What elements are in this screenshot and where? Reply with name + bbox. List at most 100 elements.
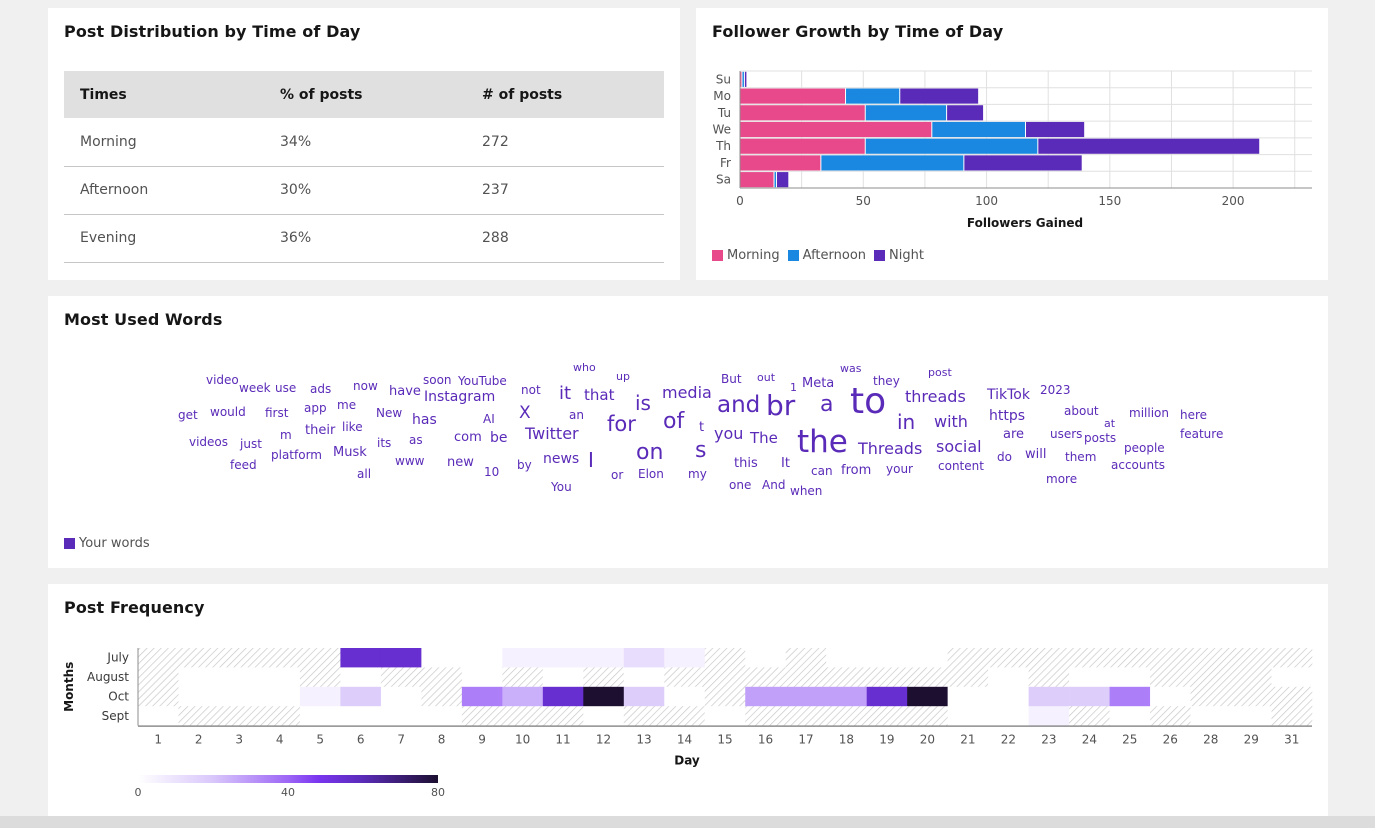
- word-cloud-word[interactable]: by: [517, 458, 532, 472]
- word-cloud-word[interactable]: post: [928, 366, 952, 379]
- word-cloud-word[interactable]: from: [841, 463, 872, 478]
- word-cloud-word[interactable]: Elon: [638, 467, 664, 481]
- word-cloud-word[interactable]: platform: [271, 448, 322, 462]
- word-cloud-word[interactable]: is: [635, 391, 651, 415]
- word-cloud-word[interactable]: br: [766, 389, 796, 422]
- word-cloud-word[interactable]: But: [721, 372, 742, 386]
- word-cloud-word[interactable]: million: [1129, 406, 1169, 420]
- word-cloud-word[interactable]: not: [521, 383, 541, 397]
- word-cloud-word[interactable]: on: [636, 440, 664, 465]
- word-cloud-word[interactable]: YouTube: [458, 374, 507, 388]
- word-cloud-word[interactable]: ads: [310, 382, 332, 396]
- word-cloud-word[interactable]: in: [897, 410, 916, 434]
- column-header-times[interactable]: Times: [64, 71, 264, 118]
- word-cloud-word[interactable]: m: [280, 428, 292, 442]
- word-cloud-word[interactable]: https: [989, 408, 1026, 424]
- word-cloud-word[interactable]: one: [729, 478, 752, 492]
- word-cloud-word[interactable]: do: [997, 450, 1012, 464]
- legend-item-night[interactable]: Night: [874, 248, 924, 263]
- word-cloud-word[interactable]: about: [1064, 404, 1099, 418]
- word-cloud-word[interactable]: first: [265, 406, 289, 420]
- word-cloud-word[interactable]: social: [936, 437, 982, 456]
- word-cloud-word[interactable]: here: [1180, 408, 1208, 422]
- word-cloud-word[interactable]: with: [934, 412, 968, 431]
- word-cloud-word[interactable]: s: [695, 438, 707, 463]
- word-cloud-word[interactable]: 1: [790, 381, 797, 394]
- word-cloud-word[interactable]: And: [762, 478, 786, 492]
- word-cloud-word[interactable]: that: [584, 386, 615, 404]
- word-cloud-word[interactable]: a: [820, 392, 834, 417]
- word-cloud-word[interactable]: their: [305, 423, 336, 438]
- word-cloud-word[interactable]: are: [1003, 427, 1025, 442]
- legend-item-morning[interactable]: Morning: [712, 248, 780, 263]
- word-cloud-word[interactable]: AI: [483, 412, 495, 426]
- word-cloud-word[interactable]: the: [797, 424, 848, 460]
- word-cloud-word[interactable]: users: [1050, 427, 1083, 441]
- word-cloud-word[interactable]: app: [304, 401, 327, 415]
- word-cloud-word[interactable]: Instagram: [424, 389, 496, 405]
- word-cloud-word[interactable]: com: [454, 430, 482, 445]
- word-cloud-word[interactable]: Musk: [333, 445, 367, 460]
- legend-item-afternoon[interactable]: Afternoon: [787, 248, 866, 263]
- word-cloud-word[interactable]: media: [662, 383, 712, 402]
- word-cloud-word[interactable]: get: [178, 408, 198, 422]
- word-cloud-word[interactable]: threads: [905, 387, 966, 406]
- word-cloud-word[interactable]: be: [490, 430, 508, 446]
- word-cloud-word[interactable]: or: [611, 468, 624, 482]
- word-cloud-word[interactable]: like: [342, 420, 363, 434]
- word-cloud-word[interactable]: 10: [484, 465, 500, 479]
- word-cloud-word[interactable]: would: [210, 405, 246, 419]
- word-cloud-word[interactable]: video: [206, 373, 239, 387]
- word-cloud-word[interactable]: they: [873, 374, 900, 388]
- word-cloud-word[interactable]: t: [699, 420, 705, 435]
- word-cloud-word[interactable]: feature: [1180, 427, 1224, 441]
- word-cloud-word[interactable]: week: [239, 381, 271, 395]
- word-cloud-word[interactable]: out: [757, 371, 776, 384]
- word-cloud-word[interactable]: Meta: [802, 376, 835, 391]
- word-cloud-word[interactable]: who: [573, 361, 596, 374]
- word-cloud-word[interactable]: more: [1046, 472, 1078, 486]
- word-cloud-word[interactable]: and: [717, 392, 761, 418]
- word-cloud-word[interactable]: its: [377, 436, 392, 450]
- word-cloud-word[interactable]: news: [543, 451, 580, 467]
- word-cloud-word[interactable]: all: [357, 467, 372, 481]
- word-cloud-word[interactable]: new: [447, 455, 474, 470]
- word-cloud-word[interactable]: when: [790, 484, 823, 498]
- word-cloud-word[interactable]: this: [734, 456, 758, 471]
- word-cloud-word[interactable]: can: [811, 464, 833, 478]
- word-cloud-word[interactable]: Twitter: [525, 424, 579, 443]
- word-cloud-word[interactable]: will: [1025, 447, 1047, 462]
- word-cloud-word[interactable]: have: [389, 384, 421, 399]
- legend-item-your-words[interactable]: Your words: [64, 536, 150, 551]
- word-cloud-word[interactable]: The: [750, 429, 778, 447]
- word-cloud-word[interactable]: use: [275, 381, 297, 395]
- word-cloud-word[interactable]: www: [395, 454, 425, 468]
- word-cloud-word[interactable]: an: [569, 408, 584, 422]
- word-cloud-word[interactable]: 2023: [1040, 383, 1071, 397]
- word-cloud-word[interactable]: it: [559, 383, 572, 404]
- word-cloud-word[interactable]: You: [551, 480, 572, 494]
- word-cloud-word[interactable]: videos: [189, 435, 229, 449]
- word-cloud-word[interactable]: of: [663, 409, 685, 434]
- word-cloud-word[interactable]: posts: [1084, 431, 1117, 445]
- word-cloud-word[interactable]: me: [337, 398, 357, 412]
- word-cloud-word[interactable]: up: [616, 370, 630, 383]
- word-cloud-word[interactable]: Threads: [858, 439, 923, 458]
- word-cloud-word[interactable]: I: [588, 448, 594, 472]
- word-cloud-word[interactable]: people: [1124, 441, 1165, 455]
- column-header-count[interactable]: # of posts: [466, 71, 664, 118]
- word-cloud-word[interactable]: as: [409, 433, 423, 447]
- word-cloud-word[interactable]: you: [714, 424, 744, 443]
- word-cloud-word[interactable]: just: [240, 437, 262, 451]
- column-header-percent[interactable]: % of posts: [264, 71, 466, 118]
- word-cloud-word[interactable]: to: [850, 381, 887, 422]
- word-cloud-word[interactable]: was: [840, 362, 862, 375]
- word-cloud-word[interactable]: X: [519, 403, 531, 423]
- word-cloud-word[interactable]: has: [412, 412, 437, 428]
- word-cloud-word[interactable]: for: [607, 412, 636, 436]
- word-cloud-word[interactable]: It: [781, 456, 790, 471]
- word-cloud-word[interactable]: soon: [423, 373, 452, 387]
- word-cloud-word[interactable]: them: [1065, 450, 1097, 464]
- word-cloud-word[interactable]: my: [688, 467, 707, 481]
- word-cloud-word[interactable]: your: [886, 462, 913, 476]
